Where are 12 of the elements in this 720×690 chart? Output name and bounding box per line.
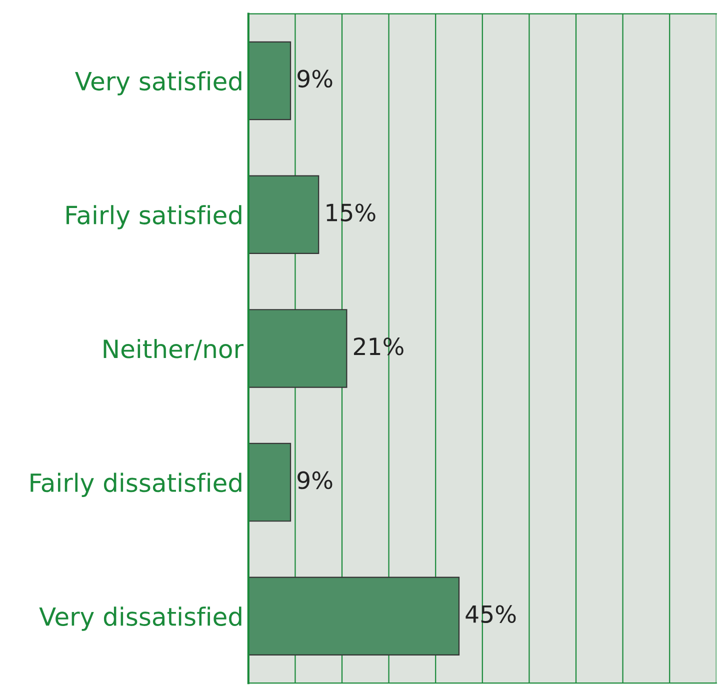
y-tick-label: Very satisfied bbox=[75, 71, 242, 96]
bar bbox=[248, 576, 460, 656]
y-tick-label: Very dissatisfied bbox=[39, 606, 242, 631]
y-tick-label: Fairly satisfied bbox=[66, 205, 242, 230]
data-label: 9% bbox=[298, 471, 332, 490]
bar bbox=[248, 309, 348, 388]
data-label: 9% bbox=[298, 70, 332, 88]
y-tick-label: Fairly dissatisfied bbox=[30, 472, 242, 498]
y-tick-label: Neither/nor bbox=[104, 338, 244, 360]
bar bbox=[248, 41, 292, 120]
bar bbox=[248, 442, 292, 522]
bar bbox=[248, 175, 320, 254]
